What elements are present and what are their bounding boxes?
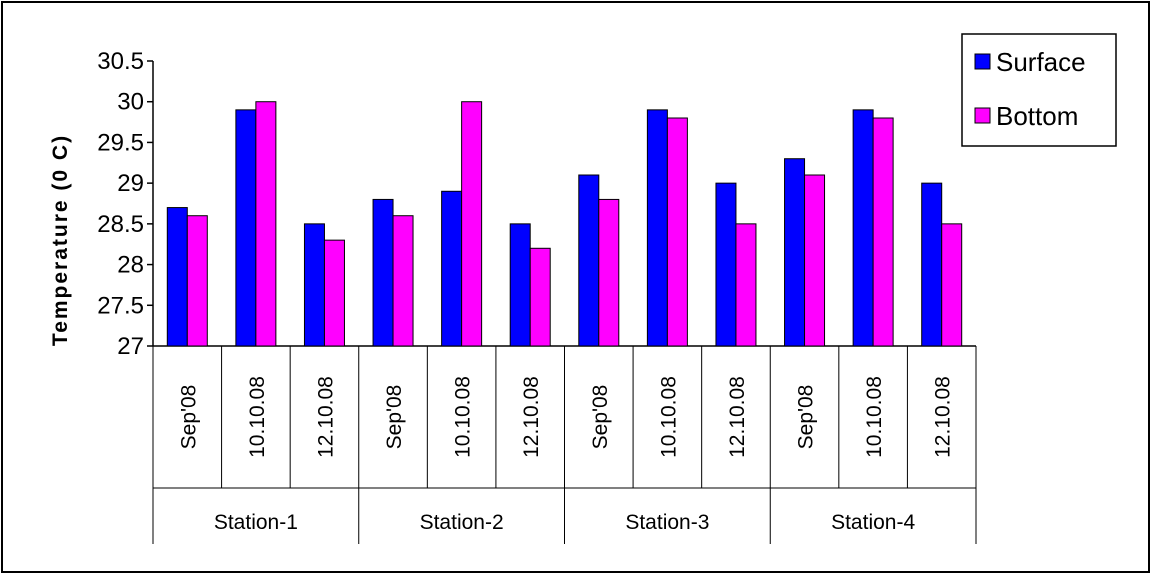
legend: Surface Bottom — [961, 33, 1117, 147]
bar-bottom-12 — [941, 223, 963, 347]
x-tick-label: 10.10.08 — [452, 376, 475, 458]
bar-bottom-11 — [872, 117, 894, 347]
y-tick-label: 28.5 — [97, 211, 144, 238]
bar-bottom-4 — [392, 215, 414, 347]
bar-surface-3 — [303, 223, 325, 347]
bar-bottom-1 — [186, 215, 208, 347]
legend-swatch-surface — [974, 53, 991, 70]
y-tick-label: 29.5 — [97, 129, 144, 156]
x-tick-label: Sep'08 — [383, 385, 406, 450]
bar-bottom-7 — [598, 198, 620, 347]
legend-swatch-bottom — [974, 107, 991, 124]
bar-bottom-5 — [461, 101, 483, 347]
x-tick-label: 12.10.08 — [314, 376, 337, 458]
y-tick-label: 29 — [117, 170, 144, 197]
x-tick-label: 12.10.08 — [520, 376, 543, 458]
legend-label-bottom: Bottom — [996, 101, 1078, 131]
x-tick-label: 10.10.08 — [657, 376, 680, 458]
bar-surface-12 — [921, 182, 943, 347]
bar-surface-8 — [646, 109, 668, 347]
bar-bottom-2 — [255, 101, 277, 347]
bar-bottom-6 — [529, 247, 551, 347]
plot-area: 27 27.5 28 28.5 29 29.5 30 30.5 Sep'08 10.10.08 12… — [97, 48, 977, 544]
bar-surface-1 — [166, 207, 188, 347]
y-tick-label: 30 — [117, 89, 144, 116]
bar-surface-11 — [852, 109, 874, 347]
x-tick-label: 10.10.08 — [863, 376, 886, 458]
legend-box — [961, 33, 1117, 147]
group-label-station-2: Station-2 — [420, 511, 504, 534]
bar-surface-2 — [235, 109, 257, 347]
bar-bottom-9 — [735, 223, 757, 347]
x-tick-label: Sep'08 — [589, 385, 612, 450]
y-tick-label: 27 — [117, 333, 144, 360]
bar-surface-10 — [784, 158, 806, 347]
bar-surface-4 — [372, 198, 394, 347]
bar-bottom-3 — [323, 239, 345, 347]
bar-surface-7 — [578, 174, 600, 347]
bar-bottom-10 — [804, 174, 826, 347]
bar-bottom-8 — [666, 117, 688, 347]
group-label-station-3: Station-3 — [625, 511, 709, 534]
y-tick-label: 27.5 — [97, 292, 144, 319]
group-label-station-1: Station-1 — [214, 511, 298, 534]
x-tick-label: Sep'08 — [795, 385, 818, 450]
y-axis-label: Temperature (0 C) — [49, 134, 72, 346]
y-tick-label: 30.5 — [97, 48, 144, 75]
x-tick-label: 12.10.08 — [932, 376, 955, 458]
bar-surface-6 — [509, 223, 531, 347]
x-tick-label: Sep'08 — [177, 385, 200, 450]
bar-surface-5 — [441, 190, 463, 347]
bar-surface-9 — [715, 182, 737, 347]
x-tick-label: 12.10.08 — [726, 376, 749, 458]
y-tick-label: 28 — [117, 252, 144, 279]
legend-label-surface: Surface — [996, 47, 1086, 77]
x-tick-label: 10.10.08 — [246, 376, 269, 458]
group-label-station-4: Station-4 — [831, 511, 915, 534]
